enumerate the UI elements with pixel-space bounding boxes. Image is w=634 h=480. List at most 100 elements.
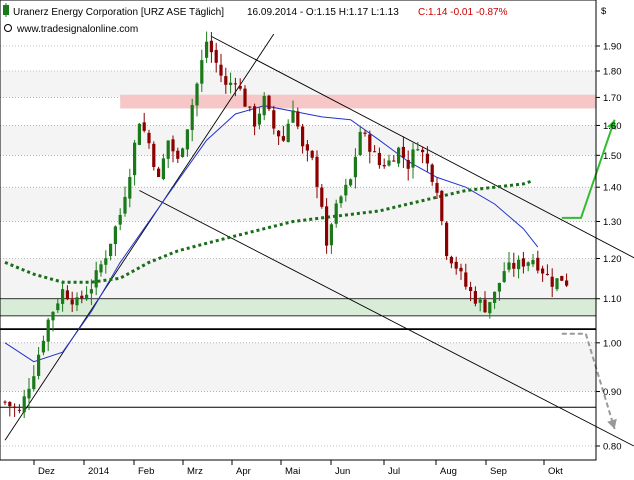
y-tick-label: 1.30: [603, 217, 622, 228]
resistance-zone: [120, 94, 596, 109]
candle-body: [310, 150, 314, 158]
candle-body: [483, 299, 487, 313]
forecast-up-arrow-head: [607, 119, 617, 130]
candle-body: [133, 142, 137, 176]
chart-header: Uranerz Energy Corporation [URZ ASE Tägl…: [3, 3, 607, 35]
candle-body: [545, 273, 549, 275]
candle-body: [526, 262, 530, 266]
candle-body: [497, 282, 501, 292]
candle-body: [320, 187, 324, 207]
candle-body: [301, 126, 305, 147]
candle-body: [392, 160, 396, 162]
candle-body: [85, 294, 89, 300]
candle-body: [190, 105, 194, 131]
candle-body: [272, 110, 276, 129]
candle-body: [75, 297, 79, 306]
candle-body: [181, 148, 185, 157]
candle-body: [214, 49, 218, 63]
candle-body: [65, 290, 69, 300]
candle-body: [478, 299, 482, 303]
candle-body: [176, 150, 180, 159]
candle-body: [507, 262, 511, 270]
candle-body: [555, 278, 559, 290]
candle-body: [205, 41, 209, 58]
grid-band: [0, 187, 596, 222]
y-tick-label: 1.10: [603, 294, 622, 305]
candle-body: [166, 140, 170, 159]
candle-body: [99, 264, 103, 273]
candle-body: [89, 289, 93, 294]
grid-band: [0, 71, 596, 98]
candle-body: [224, 76, 228, 85]
candle-body: [137, 123, 141, 145]
candle-body: [368, 134, 372, 152]
candle-body: [353, 156, 357, 178]
candle-body: [267, 95, 271, 110]
forecast-up-arrow: [561, 119, 616, 219]
candle-body: [454, 261, 458, 269]
candle-body: [459, 267, 463, 272]
candle-body: [46, 319, 50, 342]
candle-body: [185, 129, 189, 150]
candle-body: [152, 143, 156, 167]
y-tick-label: 1.60: [603, 121, 622, 132]
candle-body: [449, 256, 453, 264]
candle-body: [358, 131, 362, 156]
candle-body: [243, 88, 247, 107]
candle-body: [517, 259, 521, 270]
candle-body: [32, 376, 36, 390]
candle-body: [209, 40, 213, 53]
candle-body: [334, 203, 338, 224]
candle-body: [493, 291, 497, 303]
grid-band: [0, 258, 596, 299]
candle-body: [257, 113, 261, 125]
y-tick-label: 1.20: [603, 254, 622, 265]
y-tick-label: 1.90: [603, 42, 622, 53]
x-tick-label: Jun: [335, 466, 350, 477]
y-tick-label: 1.80: [603, 67, 622, 78]
candle-body: [142, 122, 146, 131]
candle-body: [80, 295, 84, 299]
candle-body: [56, 303, 60, 311]
candle-body: [430, 164, 434, 182]
candle-body: [37, 354, 41, 376]
y-tick-label: 1.40: [603, 183, 622, 194]
candle-body: [233, 83, 237, 85]
candle-body: [382, 165, 386, 167]
x-tick-label: Apr: [236, 466, 251, 477]
website-label: www.tradesignalonline.com: [16, 24, 138, 35]
candle-body: [541, 268, 545, 274]
candle-body: [27, 388, 31, 399]
change-readout: C:1.14 -0.01 -0.87%: [418, 7, 508, 18]
candle-body: [329, 224, 333, 246]
ohlc-readout: 16.09.2014 - O:1.15 H:1.17 L:1.13: [247, 7, 399, 18]
candle-body: [229, 82, 233, 86]
candle-body: [104, 258, 108, 265]
grid-band: [0, 342, 596, 392]
candle-body: [531, 259, 535, 265]
candle-body: [464, 272, 468, 287]
candle-body: [445, 222, 449, 257]
x-tick-label: Okt: [548, 466, 563, 477]
candle-body: [315, 156, 319, 187]
candle-body: [94, 270, 98, 288]
x-tick-label: Feb: [138, 466, 154, 477]
candle-body: [387, 160, 391, 166]
grid-band: [0, 125, 596, 156]
candle-body: [70, 299, 74, 305]
candle-body: [536, 257, 540, 271]
candle-body: [200, 60, 204, 84]
candle-body: [469, 287, 473, 292]
candle-body: [416, 149, 420, 151]
forecast-down-arrow-head: [607, 418, 617, 429]
candle-body: [440, 190, 444, 222]
candle-body: [305, 144, 309, 151]
y-tick-label: 0.80: [603, 442, 622, 453]
candle-body: [248, 106, 252, 108]
candle-body: [344, 184, 348, 196]
y-tick-label: 1.50: [603, 151, 622, 162]
candle-body: [325, 206, 329, 246]
candle-body: [401, 146, 405, 158]
candle-body: [521, 258, 525, 267]
candle-body: [473, 291, 477, 304]
